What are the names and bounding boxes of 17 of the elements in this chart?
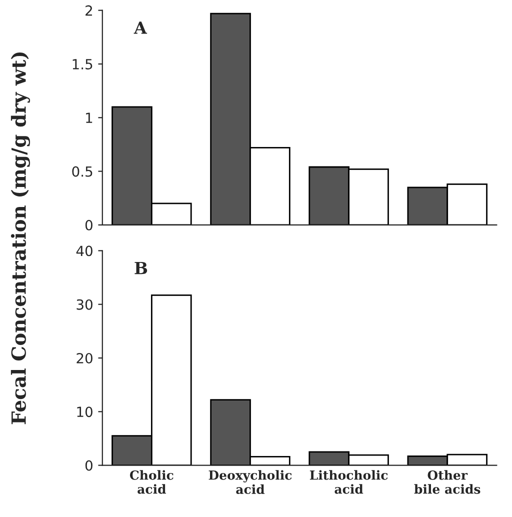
y-tick-label: 0 [85,460,92,471]
y-tick-label: 0 [85,220,92,230]
x-tick-label: Lithocholic acid [310,470,388,494]
text: A [134,22,148,34]
y-tick-label: 30 [76,299,92,310]
y-tick-label: 1 [86,112,92,123]
y-tick-label: 20 [76,352,92,364]
y-axis-title: Fecal Concentration (mg/g dry wt) [10,52,30,424]
text: B [134,262,148,274]
y-tick-label: 40 [76,246,92,256]
x-tick-label: Deoxycholic acid [208,470,292,494]
y-tick-label: 1.5 [72,59,92,70]
y-tick-label: 0.5 [72,166,92,177]
y-tick-label: 2 [86,5,92,16]
x-tick-label: Cholic acid [130,470,174,494]
x-tick-label: Other bile acids [414,470,480,494]
y-tick-label: 10 [77,406,92,418]
